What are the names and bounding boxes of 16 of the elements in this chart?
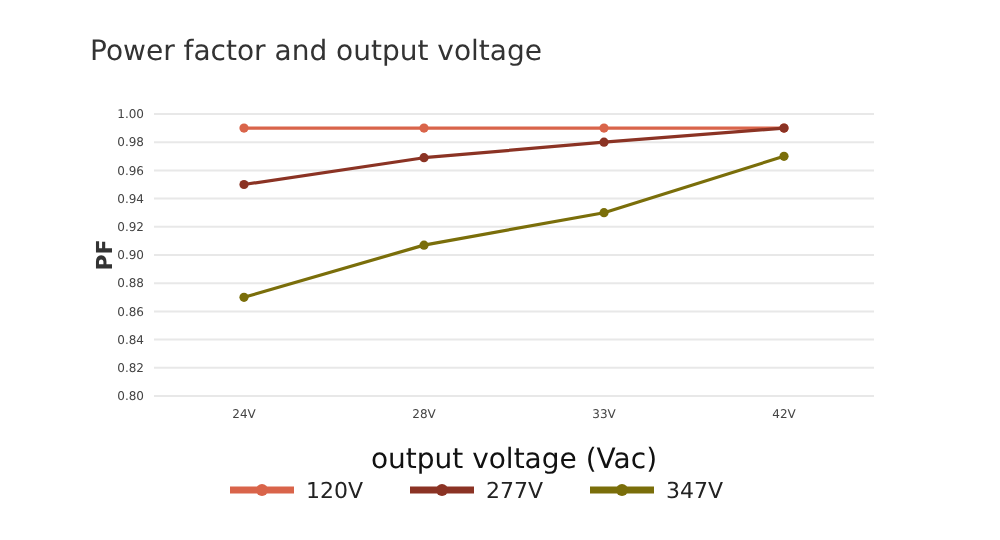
point [419,153,429,163]
legend-label: 120V [306,477,364,504]
point [239,292,249,302]
legend-label: 277V [486,477,544,504]
point [599,137,609,147]
point [599,208,609,218]
y-axis-title: PF [92,239,118,271]
point [419,123,429,133]
legend-label: 347V [666,477,724,504]
point [419,240,429,250]
point [599,123,609,133]
point [779,151,789,161]
chart-title: Power factor and output voltage [90,36,542,68]
x-axis-title: output voltage (Vac) [370,444,658,476]
point [239,123,249,133]
point [239,179,249,190]
